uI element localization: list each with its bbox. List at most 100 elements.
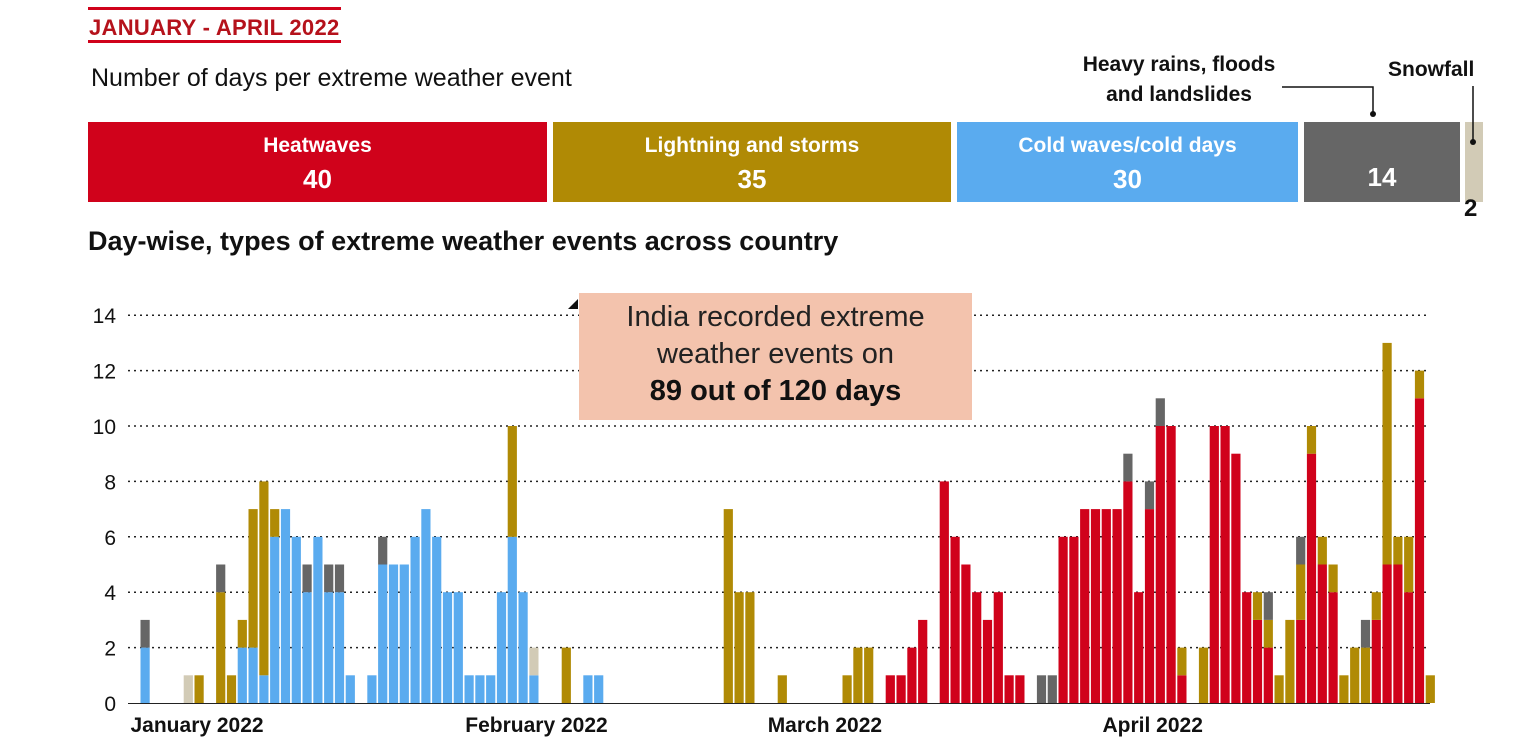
summary-segment-cold: Cold waves/cold days 30: [957, 122, 1298, 202]
bar-segment-rain: [216, 564, 226, 593]
bar-segment-snow: [183, 675, 193, 703]
bar-segment-rain: [334, 564, 345, 593]
bar-segment-heat: [1382, 564, 1392, 703]
bar-segment-heat: [1058, 536, 1068, 703]
bar-segment-storm: [1306, 426, 1317, 454]
period-label: JANUARY - APRIL 2022: [88, 7, 341, 43]
bar-segment-cold: [367, 675, 377, 703]
bar-segment-heat: [1123, 481, 1133, 703]
bar-segment-heat: [1306, 453, 1317, 703]
bar-segment-heat: [1134, 592, 1144, 703]
bar-segment-cold: [421, 509, 431, 703]
bar-segment-cold: [486, 675, 496, 703]
bar-segment-cold: [399, 564, 409, 703]
bar-segment-heat: [1101, 509, 1111, 703]
bar-segment-cold: [140, 647, 150, 703]
bar-segment-storm: [1263, 619, 1273, 648]
bar-segment-rain: [1123, 453, 1133, 482]
bar-segment-heat: [1371, 619, 1381, 703]
bar-segment-heat: [1231, 453, 1241, 703]
bar-segment-storm: [842, 675, 852, 703]
bar-segment-heat: [885, 675, 895, 703]
segment-value: 35: [737, 164, 767, 194]
bar-segment-heat: [1155, 426, 1165, 703]
segment-value: 40: [303, 164, 332, 194]
heavy-rains-annotation: Heavy rains, floods and landslides: [1068, 50, 1290, 110]
chart-title: Day-wise, types of extreme weather event…: [88, 226, 839, 256]
bar-segment-heat: [939, 481, 949, 703]
bar-segment-cold: [280, 509, 291, 703]
annotation-line: Heavy rains, floods: [1082, 53, 1276, 76]
bar-segment-rain: [1296, 536, 1306, 565]
bar-segment-cold: [270, 536, 280, 703]
bar-segment-heat: [1015, 675, 1025, 703]
bar-segment-storm: [194, 675, 204, 703]
bar-segment-cold: [410, 536, 420, 703]
bar-segment-storm: [777, 675, 787, 703]
bar-segment-rain: [378, 536, 388, 565]
y-tick-label: 6: [104, 527, 116, 550]
bar-segment-storm: [1350, 647, 1360, 703]
bar-segment-heat: [1004, 675, 1014, 703]
segment-value: 30: [1113, 164, 1142, 194]
x-axis-labels: January 2022 February 2022 March 2022 April…: [131, 714, 1203, 737]
bar-segment-storm: [507, 426, 517, 537]
bar-segment-storm: [853, 647, 863, 703]
callout-line: India recorded extreme: [626, 301, 925, 333]
bar-segment-cold: [378, 564, 388, 703]
x-tick-label: April 2022: [1103, 714, 1203, 737]
bar-segment-rain: [324, 564, 334, 593]
bar-segment-heat: [1090, 509, 1101, 703]
bar-segment-storm: [216, 592, 226, 703]
bar-segment-cold: [324, 592, 334, 703]
segment-label: Heatwaves: [263, 134, 372, 157]
bar-segment-storm: [1296, 564, 1306, 620]
y-tick-label: 14: [93, 305, 117, 328]
y-tick-label: 12: [93, 361, 116, 384]
chart-gridlines: [128, 314, 1430, 704]
bar-segment-storm: [1177, 647, 1187, 676]
bar-segment-rain: [1360, 619, 1371, 648]
bar-segment-cold: [496, 592, 507, 703]
bar-segment-heat: [1393, 564, 1403, 703]
bar-segment-cold: [464, 675, 474, 703]
callout-line: weather events on: [657, 338, 894, 370]
bar-segment-storm: [1371, 592, 1381, 620]
bar-segment-storm: [1252, 592, 1263, 620]
heavy-rains-leader-line: [1282, 86, 1374, 113]
y-tick-label: 10: [93, 416, 116, 439]
bar-segment-heat: [1209, 426, 1219, 703]
bar-segment-rain: [140, 619, 150, 648]
annotation-leaders: [568, 86, 1476, 309]
bar-segment-storm: [1393, 536, 1403, 565]
bar-segment-heat: [972, 592, 982, 703]
bar-segment-storm: [226, 675, 237, 703]
bar-segment-cold: [388, 564, 399, 703]
bar-segment-storm: [734, 592, 744, 703]
x-tick-label: February 2022: [465, 714, 607, 737]
bar-segment-cold: [248, 647, 258, 703]
bar-segment-cold: [475, 675, 485, 703]
bar-segment-storm: [1382, 342, 1392, 565]
bar-segment-heat: [1296, 619, 1306, 703]
bar-segment-heat: [1404, 592, 1414, 703]
bar-segment-storm: [723, 509, 733, 703]
snowfall-value: 2: [1464, 195, 1478, 222]
bar-segment-storm: [1285, 619, 1295, 703]
summary-segment-heatwaves: Heatwaves 40: [88, 122, 547, 202]
bar-segment-snow: [529, 647, 539, 676]
bar-segment-heat: [1080, 509, 1090, 703]
bar-segment-heat: [993, 592, 1003, 703]
snowfall-annotation: Snowfall: [1388, 58, 1475, 81]
bar-segment-cold: [432, 536, 442, 703]
bar-segment-cold: [291, 536, 301, 703]
bar-segment-storm: [1425, 675, 1435, 703]
bar-segment-heat: [1177, 675, 1187, 703]
annotation-line: and landslides: [1106, 83, 1252, 106]
callout-highlight: 89 out of 120 days: [649, 375, 902, 407]
bar-segment-rain: [1263, 592, 1273, 620]
summary-segment-heavy-rains: 14: [1304, 122, 1460, 202]
segment-label: Cold waves/cold days: [1018, 134, 1237, 157]
bar-segment-cold: [594, 675, 604, 703]
